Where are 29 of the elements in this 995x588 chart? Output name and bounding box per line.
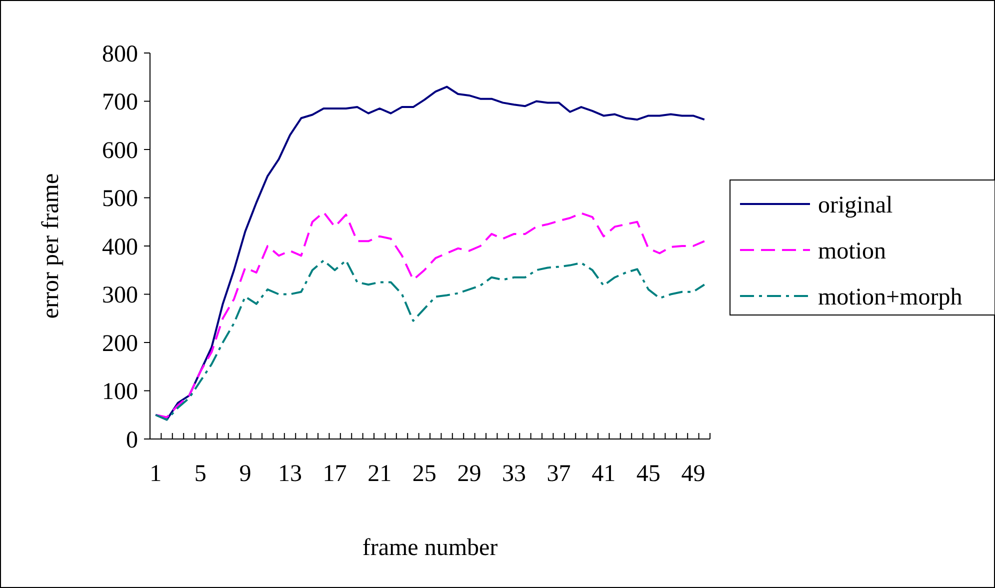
legend-label: motion xyxy=(818,238,886,264)
x-tick-label: 1 xyxy=(150,461,162,487)
x-tick-label: 41 xyxy=(592,461,616,487)
x-axis-title: frame number xyxy=(362,535,498,561)
y-tick-label: 800 xyxy=(102,41,138,68)
y-tick-label: 300 xyxy=(102,282,138,309)
y-tick-label: 200 xyxy=(102,330,138,357)
x-tick-label: 21 xyxy=(368,461,392,487)
x-tick-label: 9 xyxy=(239,461,252,487)
x-tick-label: 49 xyxy=(681,461,706,487)
y-tick-label: 700 xyxy=(102,90,138,116)
y-axis-title: error per frame xyxy=(38,173,64,319)
y-tick-label: 0 xyxy=(126,427,138,454)
line-series xyxy=(154,211,706,418)
x-tick-label: 5 xyxy=(194,461,206,487)
x-tick-label: 25 xyxy=(412,461,436,487)
line-series xyxy=(154,259,706,421)
y-tick-label: 100 xyxy=(102,379,138,406)
x-tick-label: 37 xyxy=(546,461,571,487)
y-tick-label: 500 xyxy=(102,186,138,212)
x-tick-label: 29 xyxy=(457,461,482,487)
y-tick-label: 600 xyxy=(102,138,138,164)
x-tick-label: 45 xyxy=(636,461,660,487)
x-tick-label: 13 xyxy=(278,461,302,487)
y-tick-label: 400 xyxy=(102,234,138,260)
legend-label: motion+morph xyxy=(818,284,962,310)
x-tick-label: 33 xyxy=(502,461,526,487)
x-tick-label: 17 xyxy=(322,461,347,487)
legend-label: original xyxy=(818,192,893,218)
